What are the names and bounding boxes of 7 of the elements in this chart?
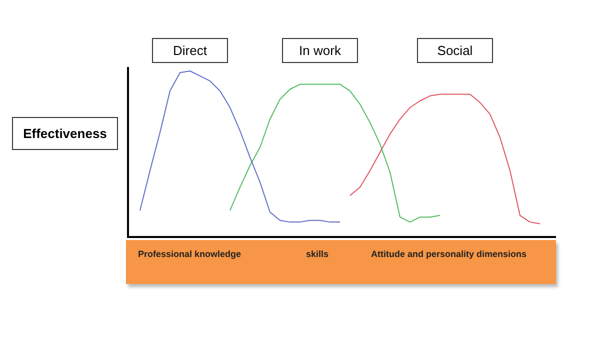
text: Professional knowledge <box>138 249 242 259</box>
y-axis-title: Effectiveness <box>12 117 118 150</box>
text: skills <box>306 249 329 259</box>
series-label: Direct <box>152 38 228 63</box>
text: In work <box>282 38 358 63</box>
text: Social <box>417 38 493 63</box>
text: Attitude and personality dimensions <box>371 249 527 259</box>
